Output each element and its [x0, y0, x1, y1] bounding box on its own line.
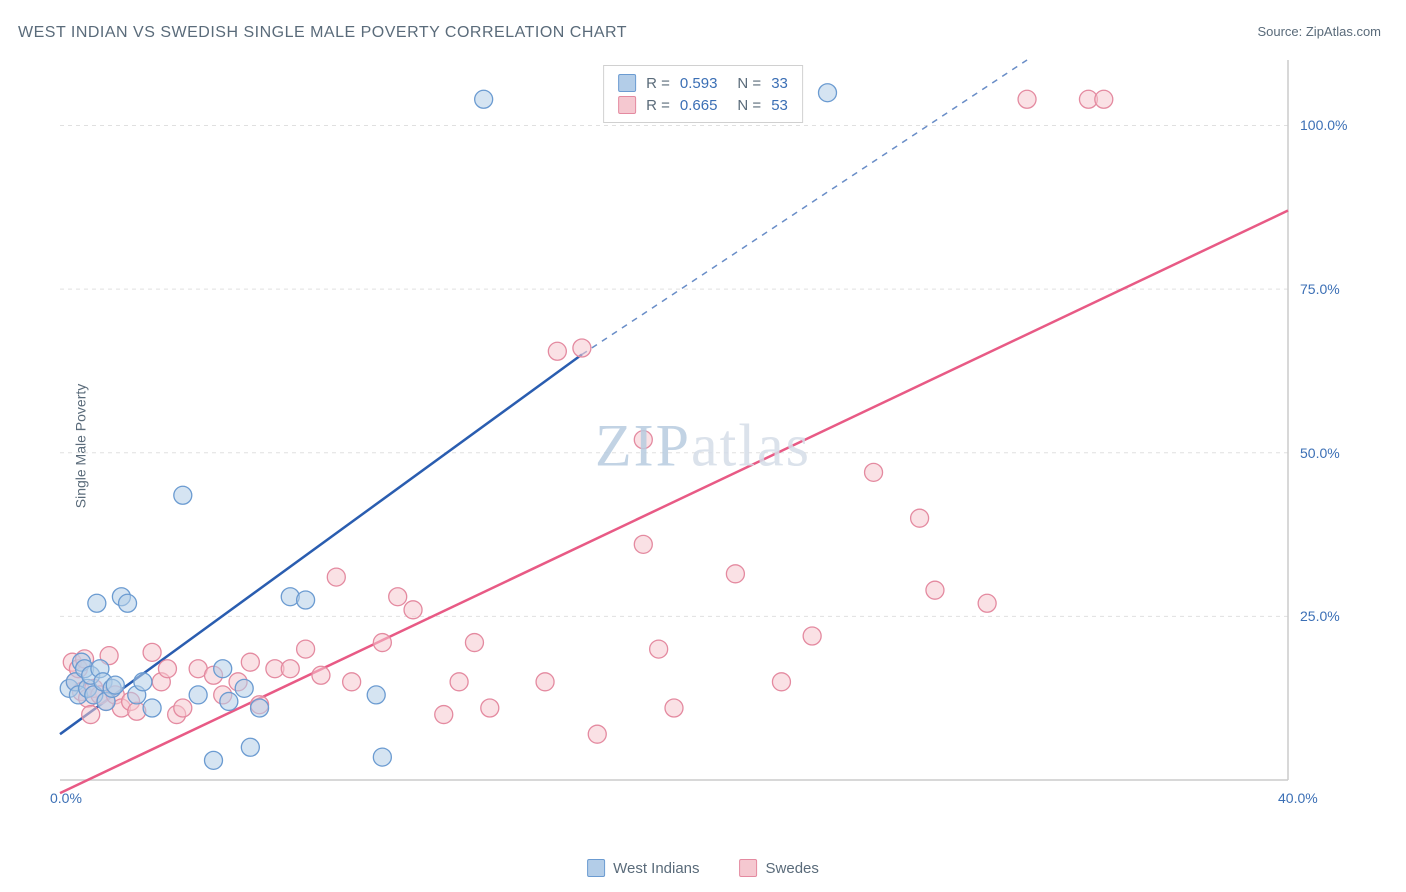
chart-container: WEST INDIAN VS SWEDISH SINGLE MALE POVER…: [0, 0, 1406, 892]
legend-label: West Indians: [613, 860, 699, 877]
legend-series: West Indians Swedes: [587, 859, 819, 877]
legend-n-value: 33: [771, 75, 788, 92]
legend-swatch: [740, 859, 758, 877]
legend-stats: R = 0.593 N = 33 R = 0.665 N = 53: [603, 65, 803, 123]
y-tick-label: 25.0%: [1300, 608, 1340, 624]
chart-title: WEST INDIAN VS SWEDISH SINGLE MALE POVER…: [18, 24, 627, 42]
legend-r-value: 0.593: [680, 75, 718, 92]
x-tick-label: 0.0%: [50, 790, 82, 806]
legend-stats-row: R = 0.665 N = 53: [618, 94, 788, 116]
legend-r-label: R =: [646, 75, 670, 92]
plot-area: [55, 55, 1343, 810]
y-tick-label: 75.0%: [1300, 281, 1340, 297]
legend-swatch: [618, 74, 636, 92]
legend-label: Swedes: [766, 860, 819, 877]
legend-swatch: [587, 859, 605, 877]
scatter-svg: [55, 55, 1343, 810]
legend-n-value: 53: [771, 97, 788, 114]
legend-n-label: N =: [737, 75, 761, 92]
legend-item: West Indians: [587, 859, 699, 877]
legend-swatch: [618, 96, 636, 114]
legend-stats-row: R = 0.593 N = 33: [618, 72, 788, 94]
legend-r-label: R =: [646, 97, 670, 114]
y-tick-label: 100.0%: [1300, 117, 1347, 133]
legend-n-label: N =: [737, 97, 761, 114]
x-tick-label: 40.0%: [1278, 790, 1318, 806]
legend-item: Swedes: [740, 859, 819, 877]
source-text: Source: ZipAtlas.com: [1257, 24, 1381, 39]
legend-r-value: 0.665: [680, 97, 718, 114]
y-tick-label: 50.0%: [1300, 445, 1340, 461]
